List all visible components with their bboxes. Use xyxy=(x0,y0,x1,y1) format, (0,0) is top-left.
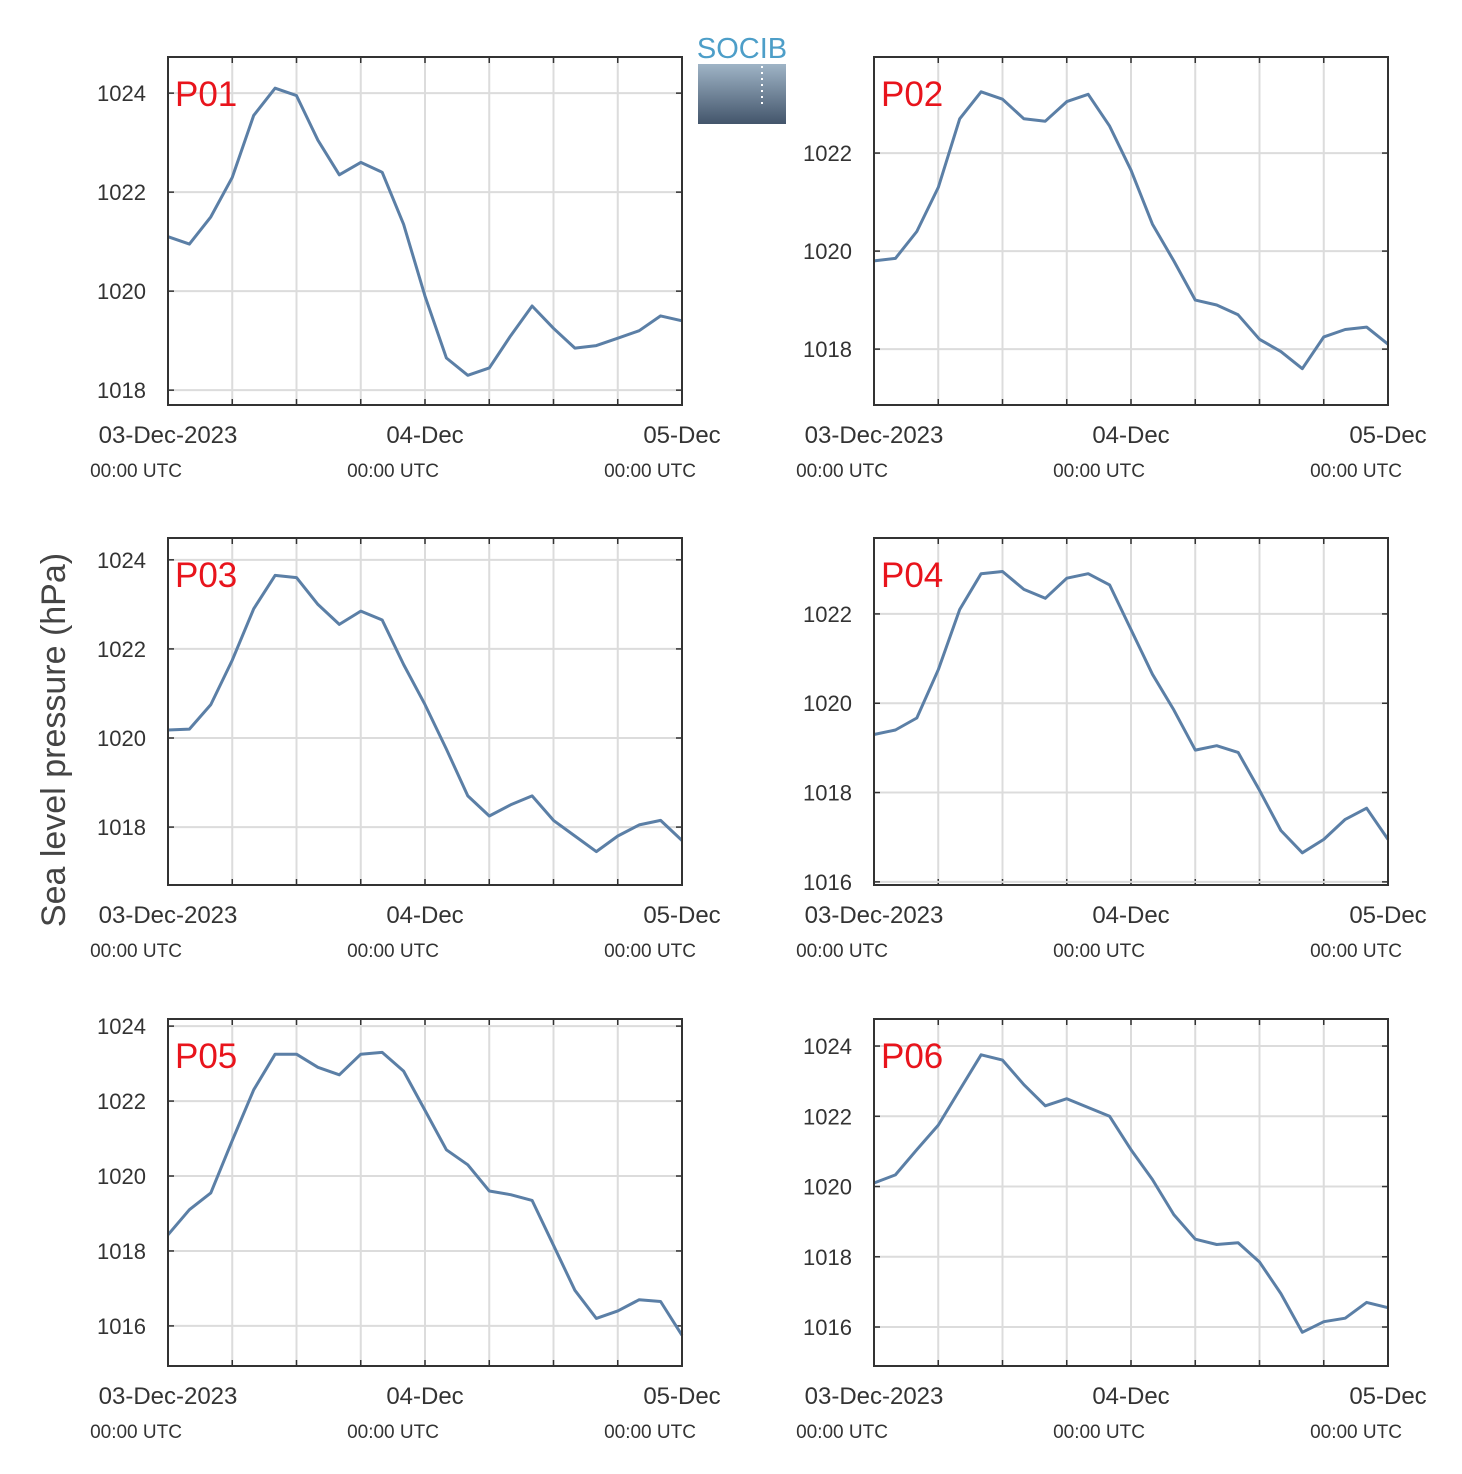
y-tick-label: 1020 xyxy=(97,1164,146,1189)
y-tick-label: 1018 xyxy=(803,781,852,806)
y-tick-label: 1022 xyxy=(803,141,852,166)
x-tick-label: 03-Dec-2023 xyxy=(805,422,944,449)
x-tick-sublabel: 00:00 UTC xyxy=(90,941,182,962)
axes-frame xyxy=(873,56,1389,406)
x-tick-sublabel: 00:00 UTC xyxy=(1053,941,1145,962)
subplot-title: P01 xyxy=(175,75,237,114)
y-axis-label: Sea level pressure (hPa) xyxy=(35,553,73,927)
data-line xyxy=(167,573,684,854)
x-tick-sublabel: 00:00 UTC xyxy=(347,461,439,482)
x-tick-label: 04-Dec xyxy=(386,422,463,449)
x-tick-label: 03-Dec-2023 xyxy=(805,1383,944,1410)
data-line xyxy=(873,570,1390,855)
x-tick-sublabel: 00:00 UTC xyxy=(347,1422,439,1443)
x-tick-sublabel: 00:00 UTC xyxy=(1053,461,1145,482)
x-tick-label: 03-Dec-2023 xyxy=(99,1383,238,1410)
x-tick-sublabel: 00:00 UTC xyxy=(604,1422,696,1443)
logo-image xyxy=(698,64,786,124)
x-tick-label: 03-Dec-2023 xyxy=(99,902,238,929)
y-tick-label: 1022 xyxy=(97,180,146,205)
y-tick-label: 1022 xyxy=(803,602,852,627)
subplot-title: P04 xyxy=(881,556,943,595)
data-line xyxy=(166,1050,684,1337)
x-tick-label: 04-Dec xyxy=(386,902,463,929)
y-tick-label: 1018 xyxy=(97,1239,146,1264)
x-tick-label: 03-Dec-2023 xyxy=(99,422,238,449)
x-tick-sublabel: 00:00 UTC xyxy=(1053,1422,1145,1443)
x-tick-sublabel: 00:00 UTC xyxy=(90,461,182,482)
x-tick-sublabel: 00:00 UTC xyxy=(796,461,888,482)
x-tick-sublabel: 00:00 UTC xyxy=(796,941,888,962)
x-tick-sublabel: 00:00 UTC xyxy=(90,1422,182,1443)
subplot: 1018 1020 1022 1024 03-Dec-2023 00:00 UTC 04-D… xyxy=(90,56,721,482)
y-tick-label: 1024 xyxy=(97,1014,146,1039)
x-tick-label: 04-Dec xyxy=(1092,422,1169,449)
x-tick-sublabel: 00:00 UTC xyxy=(604,941,696,962)
y-tick-label: 1018 xyxy=(803,337,852,362)
y-tick-label: 1020 xyxy=(803,1175,852,1200)
x-tick-label: 04-Dec xyxy=(1092,1383,1169,1410)
y-tick-label: 1016 xyxy=(97,1314,146,1339)
x-tick-label: 04-Dec xyxy=(1092,902,1169,929)
y-tick-label: 1022 xyxy=(803,1104,852,1129)
x-tick-sublabel: 00:00 UTC xyxy=(604,461,696,482)
y-tick-label: 1020 xyxy=(97,279,146,304)
subplot-title: P02 xyxy=(881,75,943,114)
axes-frame xyxy=(167,537,683,886)
subplot-title: P03 xyxy=(175,556,237,595)
y-tick-label: 1024 xyxy=(803,1034,852,1059)
x-tick-label: 04-Dec xyxy=(386,1383,463,1410)
x-tick-sublabel: 00:00 UTC xyxy=(347,941,439,962)
x-tick-label: 05-Dec xyxy=(1349,1383,1426,1410)
x-tick-label: 05-Dec xyxy=(643,422,720,449)
x-tick-label: 03-Dec-2023 xyxy=(805,902,944,929)
y-tick-label: 1022 xyxy=(97,637,146,662)
data-line xyxy=(873,1053,1389,1334)
x-tick-label: 05-Dec xyxy=(1349,422,1426,449)
y-tick-label: 1016 xyxy=(803,870,852,895)
subplot: 1018 1020 1022 1024 03-Dec-2023 00:00 UTC 04-D… xyxy=(90,537,721,962)
y-tick-label: 1018 xyxy=(97,815,146,840)
logo: SOCIB xyxy=(697,33,787,124)
y-tick-label: 1020 xyxy=(803,691,852,716)
x-tick-sublabel: 00:00 UTC xyxy=(1310,941,1402,962)
x-tick-label: 05-Dec xyxy=(643,1383,720,1410)
logo-text: SOCIB xyxy=(697,33,787,65)
y-tick-label: 1020 xyxy=(803,239,852,264)
y-tick-label: 1024 xyxy=(97,81,146,106)
subplot: 1016 1018 1020 1022 03-Dec-2023 00:00 UTC 04-D… xyxy=(796,537,1427,962)
axes-frame xyxy=(167,56,683,406)
x-tick-sublabel: 00:00 UTC xyxy=(796,1422,888,1443)
subplot-title: P05 xyxy=(175,1037,237,1076)
axes-frame xyxy=(873,1018,1389,1367)
y-tick-label: 1024 xyxy=(97,548,146,573)
data-line xyxy=(167,86,683,377)
subplot: 1016 1018 1020 1022 1024 03-Dec-2023 00:00 UTC… xyxy=(796,1018,1427,1443)
y-tick-label: 1022 xyxy=(97,1089,146,1114)
y-tick-label: 1018 xyxy=(803,1245,852,1270)
x-tick-label: 05-Dec xyxy=(643,902,720,929)
axes-frame xyxy=(167,1018,683,1367)
x-tick-label: 05-Dec xyxy=(1349,902,1426,929)
subplot: 1016 1018 1020 1022 1024 03-Dec-2023 00:00 UTC… xyxy=(90,1014,721,1443)
x-tick-sublabel: 00:00 UTC xyxy=(1310,461,1402,482)
subplot: 1018 1020 1022 03-Dec-2023 00:00 UTC 04-Dec 00… xyxy=(796,56,1427,482)
x-tick-sublabel: 00:00 UTC xyxy=(1310,1422,1402,1443)
y-tick-label: 1020 xyxy=(97,726,146,751)
y-tick-label: 1018 xyxy=(97,378,146,403)
subplot-title: P06 xyxy=(881,1037,943,1076)
axes-frame xyxy=(873,537,1389,886)
data-line xyxy=(873,90,1389,371)
y-tick-label: 1016 xyxy=(803,1315,852,1340)
